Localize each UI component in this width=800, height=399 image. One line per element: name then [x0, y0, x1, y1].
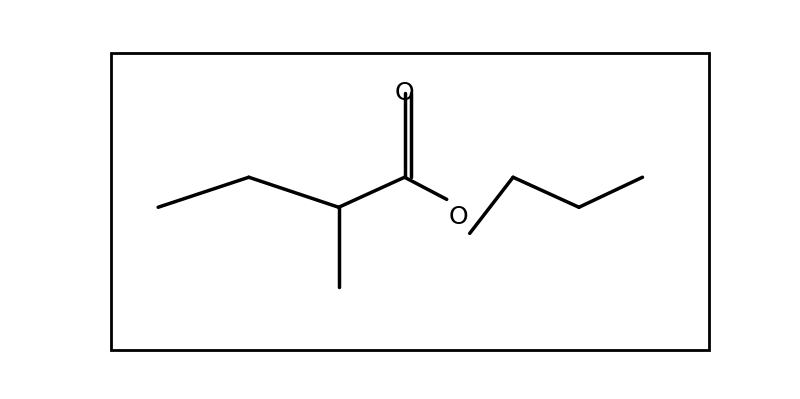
Text: O: O [394, 81, 414, 105]
Text: O: O [449, 205, 469, 229]
